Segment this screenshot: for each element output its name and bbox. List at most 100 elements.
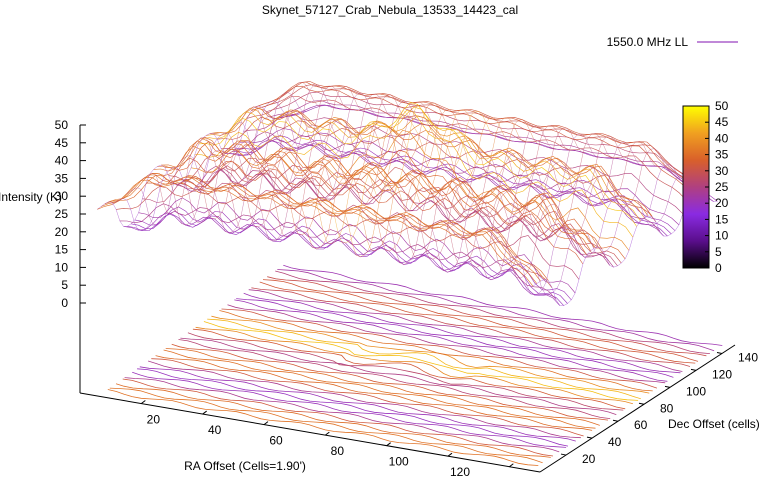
- mesh-line: [474, 141, 659, 273]
- y-axis-label: Dec Offset (cells): [668, 417, 760, 431]
- mesh-line: [140, 82, 322, 214]
- y-tick-label: 20: [582, 452, 596, 466]
- colorbar-tick-label: 50: [715, 99, 729, 113]
- contour-line: [139, 366, 576, 442]
- colorbar-tick-label: 25: [715, 180, 729, 194]
- contour-line: [236, 298, 674, 378]
- mesh-line: [373, 125, 557, 265]
- y-tick-label: 80: [660, 401, 674, 415]
- mesh-line: [227, 94, 410, 228]
- z-tick-label: 15: [55, 243, 69, 257]
- mesh-line: [119, 203, 557, 300]
- mesh-line: [445, 136, 630, 268]
- mesh-line: [431, 133, 615, 266]
- mesh-line: [146, 157, 584, 265]
- contour-line: [243, 292, 681, 374]
- y-tick-mark: [560, 453, 567, 456]
- contour-line: [137, 368, 569, 447]
- z-tick-label: 30: [55, 189, 69, 203]
- colorbar-tick-label: 5: [715, 245, 722, 259]
- x-tick-label: 80: [331, 444, 345, 458]
- contour-line: [109, 387, 543, 464]
- contour-line: [283, 264, 723, 346]
- contour-line: [275, 270, 710, 354]
- z-tick-label: 50: [55, 118, 69, 132]
- contour-line: [207, 318, 641, 400]
- x-tick-mark: [141, 400, 146, 404]
- mesh-line: [416, 133, 601, 273]
- legend-label: 1550.0 MHz LL: [607, 35, 689, 49]
- colorbar: 0 5 10 15 20 25 30 35 40 45 50: [682, 99, 729, 275]
- mesh-line: [387, 125, 571, 259]
- contour-line: [171, 343, 609, 421]
- x-tick-mark: [325, 431, 330, 436]
- x-tick-mark: [263, 421, 269, 426]
- z-tick-label: 25: [55, 207, 69, 221]
- y-tick-mark: [638, 402, 645, 405]
- contour-line: [219, 310, 653, 392]
- y-tick-mark: [664, 385, 671, 388]
- contour-line: [178, 339, 611, 419]
- contour-line: [195, 326, 634, 405]
- z-tick-label: 10: [55, 260, 69, 274]
- z-axis-label: Intensity (K): [0, 190, 62, 204]
- contour-line: [248, 289, 683, 372]
- colorbar-tick-label: 15: [715, 212, 729, 226]
- mesh-line: [344, 117, 527, 252]
- contour-line: [211, 315, 650, 394]
- mesh-line: [169, 85, 351, 224]
- contour-line: [234, 299, 668, 382]
- mesh-line: [108, 172, 545, 280]
- colorbar-tick-label: 10: [715, 229, 729, 243]
- contour-line: [115, 383, 551, 458]
- contour-line: [277, 269, 715, 352]
- y-tick-mark: [586, 436, 593, 439]
- contour-line: [124, 377, 560, 453]
- mesh-line: [239, 128, 680, 226]
- colorbar-tick-label: 35: [715, 148, 729, 162]
- x-tick-mark: [509, 463, 514, 468]
- x-tick-label: 60: [269, 434, 283, 448]
- mesh-line: [269, 100, 710, 200]
- z-tick-label: 35: [55, 171, 69, 185]
- z-tick-label: 20: [55, 225, 69, 239]
- contour-line: [187, 332, 624, 411]
- mesh-line: [138, 197, 576, 294]
- y-tick-mark: [716, 351, 723, 354]
- mesh-line: [460, 141, 645, 281]
- contour-line: [165, 348, 600, 426]
- axes: 2040608010012014020406080100120140051015…: [55, 118, 759, 478]
- mesh-line: [285, 109, 469, 250]
- x-tick-label: 120: [450, 465, 470, 478]
- y-tick-mark: [612, 419, 619, 422]
- mesh-line: [100, 177, 538, 284]
- surface-mesh: [97, 81, 718, 306]
- x-tick-mark: [386, 442, 391, 447]
- x-tick-mark: [447, 452, 453, 457]
- legend: 1550.0 MHz LL: [607, 35, 738, 49]
- mesh-line: [155, 84, 337, 226]
- contour-plane: [107, 264, 723, 466]
- z-tick-label: 40: [55, 154, 69, 168]
- contour-line: [122, 378, 554, 457]
- contour-line: [163, 349, 596, 429]
- colorbar-tick-label: 20: [715, 196, 729, 210]
- x-tick-label: 20: [147, 413, 161, 427]
- chart-title: Skynet_57127_Crab_Nebula_13533_14423_cal: [262, 3, 518, 17]
- mesh-line: [112, 174, 549, 281]
- contour-line: [107, 389, 539, 466]
- colorbar-tick-label: 30: [715, 164, 729, 178]
- mesh-line: [126, 92, 307, 225]
- mesh-line: [184, 86, 366, 220]
- mesh-line: [198, 92, 381, 234]
- contour-line: [155, 355, 593, 431]
- contour-line: [180, 337, 617, 415]
- x-tick-label: 100: [389, 455, 409, 469]
- y-tick-mark: [690, 368, 697, 371]
- mesh-line: [258, 81, 699, 189]
- x-axis-line: [79, 392, 541, 473]
- contour-line: [259, 281, 696, 364]
- mesh-line: [358, 119, 542, 252]
- y-tick-label: 100: [686, 384, 706, 398]
